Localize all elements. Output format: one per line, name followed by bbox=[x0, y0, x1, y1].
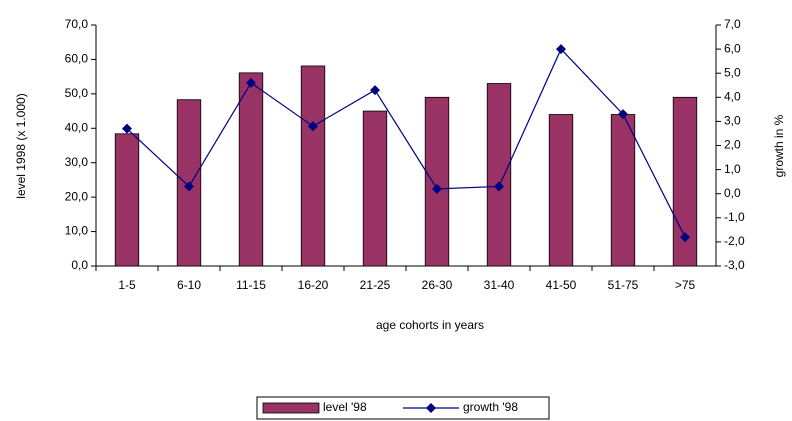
marker bbox=[184, 181, 194, 192]
y2-tick-label: 5,0 bbox=[724, 65, 741, 79]
bar bbox=[300, 65, 326, 267]
y-tick-label: 50,0 bbox=[65, 86, 89, 100]
x-tick-label: 16-20 bbox=[298, 278, 329, 292]
x-tick-label: 31-40 bbox=[484, 278, 515, 292]
y-tick-label: 40,0 bbox=[65, 120, 89, 134]
y2-tick-label: -2,0 bbox=[724, 234, 745, 248]
marker bbox=[618, 109, 628, 120]
bar bbox=[238, 72, 264, 267]
y2-tick-label: 6,0 bbox=[724, 41, 741, 55]
x-tick-label: 6-10 bbox=[177, 278, 201, 292]
bar bbox=[486, 83, 512, 267]
y2-tick-label: 0,0 bbox=[724, 186, 741, 200]
x-tick-label: 41-50 bbox=[546, 278, 577, 292]
bar bbox=[610, 114, 636, 267]
bar bbox=[424, 96, 450, 267]
bar bbox=[672, 96, 698, 267]
marker bbox=[308, 121, 318, 132]
legend-label: level '98 bbox=[323, 400, 367, 414]
y2-tick-label: 3,0 bbox=[724, 114, 741, 128]
y2-tick-label: 4,0 bbox=[724, 89, 741, 103]
y2-tick-label: 7,0 bbox=[724, 17, 741, 31]
y2-tick-label: -3,0 bbox=[724, 258, 745, 272]
x-tick-label: 21-25 bbox=[360, 278, 391, 292]
bar bbox=[114, 133, 140, 267]
y2-tick-label: 2,0 bbox=[724, 138, 741, 152]
y2-axis-title: growth in % bbox=[772, 114, 786, 177]
x-tick-label: 51-75 bbox=[608, 278, 639, 292]
legend-swatch bbox=[262, 402, 320, 414]
marker bbox=[370, 85, 380, 96]
marker bbox=[246, 77, 256, 88]
legend-marker bbox=[426, 403, 436, 413]
x-tick-label: 26-30 bbox=[422, 278, 453, 292]
y-tick-label: 30,0 bbox=[65, 155, 89, 169]
y2-tick-label: 1,0 bbox=[724, 162, 741, 176]
y2-tick-label: -1,0 bbox=[724, 210, 745, 224]
x-tick-label: 1-5 bbox=[118, 278, 136, 292]
y-tick-label: 70,0 bbox=[65, 17, 89, 31]
line bbox=[126, 48, 686, 238]
marker bbox=[432, 183, 442, 194]
y-axis-title: level 1998 (x 1.000) bbox=[14, 93, 28, 198]
y-tick-label: 0,0 bbox=[71, 258, 88, 272]
y-tick-label: 10,0 bbox=[65, 224, 89, 238]
marker bbox=[556, 44, 566, 55]
marker bbox=[122, 123, 132, 134]
marker bbox=[494, 181, 504, 192]
x-axis-title: age cohorts in years bbox=[376, 318, 484, 332]
bar bbox=[362, 110, 388, 267]
legend-label: growth '98 bbox=[463, 400, 518, 414]
y-tick-label: 20,0 bbox=[65, 189, 89, 203]
y-tick-label: 60,0 bbox=[65, 52, 89, 66]
marker bbox=[680, 232, 690, 243]
x-tick-label: >75 bbox=[675, 278, 696, 292]
x-tick-label: 11-15 bbox=[236, 278, 266, 292]
bar bbox=[548, 114, 574, 267]
